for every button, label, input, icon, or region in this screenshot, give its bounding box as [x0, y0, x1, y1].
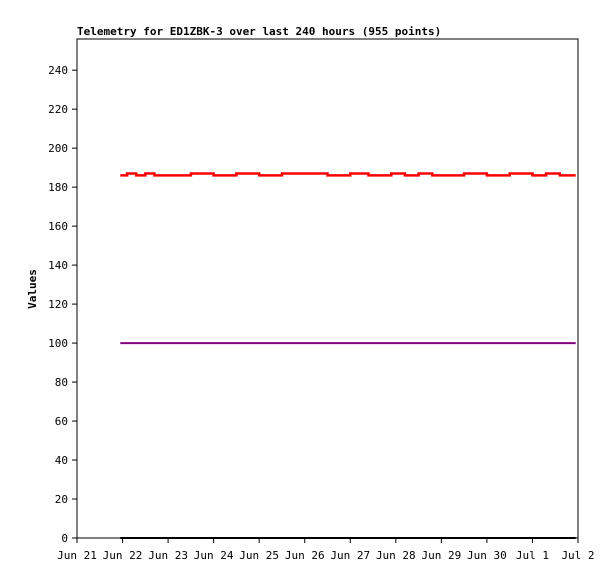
plot-frame [76, 38, 579, 539]
y-axis-ticks: 0 20 40 60 80 100 120 140 160 180 200 220 240 [48, 64, 77, 545]
x-tick-label: Jun 28 [376, 549, 416, 562]
y-tick-label: 80 [55, 376, 68, 389]
y-tick-label: 180 [48, 181, 68, 194]
y-tick-label: 40 [55, 454, 68, 467]
series-line-0 [120, 172, 576, 177]
x-tick-label: Jun 27 [330, 549, 370, 562]
y-tick-label: 140 [48, 259, 68, 272]
x-tick-label: Jul 2 [561, 549, 594, 562]
y-tick-label: 120 [48, 298, 68, 311]
y-tick-label: 60 [55, 415, 68, 428]
x-tick-label: Jun 29 [421, 549, 461, 562]
x-tick-label: Jun 23 [148, 549, 188, 562]
x-tick-label: Jun 22 [103, 549, 143, 562]
y-tick-label: 100 [48, 337, 68, 350]
x-tick-label: Jul 1 [516, 549, 549, 562]
y-tick-label: 0 [61, 532, 68, 545]
series-layer [120, 172, 576, 539]
x-tick-label: Jun 26 [285, 549, 325, 562]
x-tick-label: Jun 24 [194, 549, 234, 562]
y-axis-label: Values [26, 269, 39, 309]
x-tick-label: Jun 21 [57, 549, 97, 562]
x-tick-label: Jun 25 [239, 549, 279, 562]
x-tick-label: Jun 30 [467, 549, 507, 562]
y-tick-label: 240 [48, 64, 68, 77]
y-tick-label: 20 [55, 493, 68, 506]
chart-title: Telemetry for ED1ZBK-3 over last 240 hou… [77, 25, 441, 38]
y-tick-label: 160 [48, 220, 68, 233]
y-tick-label: 220 [48, 103, 68, 116]
x-axis-ticks: Jun 21 Jun 22 Jun 23 Jun 24 Jun 25 Jun 26 Jun … [57, 538, 595, 562]
y-tick-label: 200 [48, 142, 68, 155]
